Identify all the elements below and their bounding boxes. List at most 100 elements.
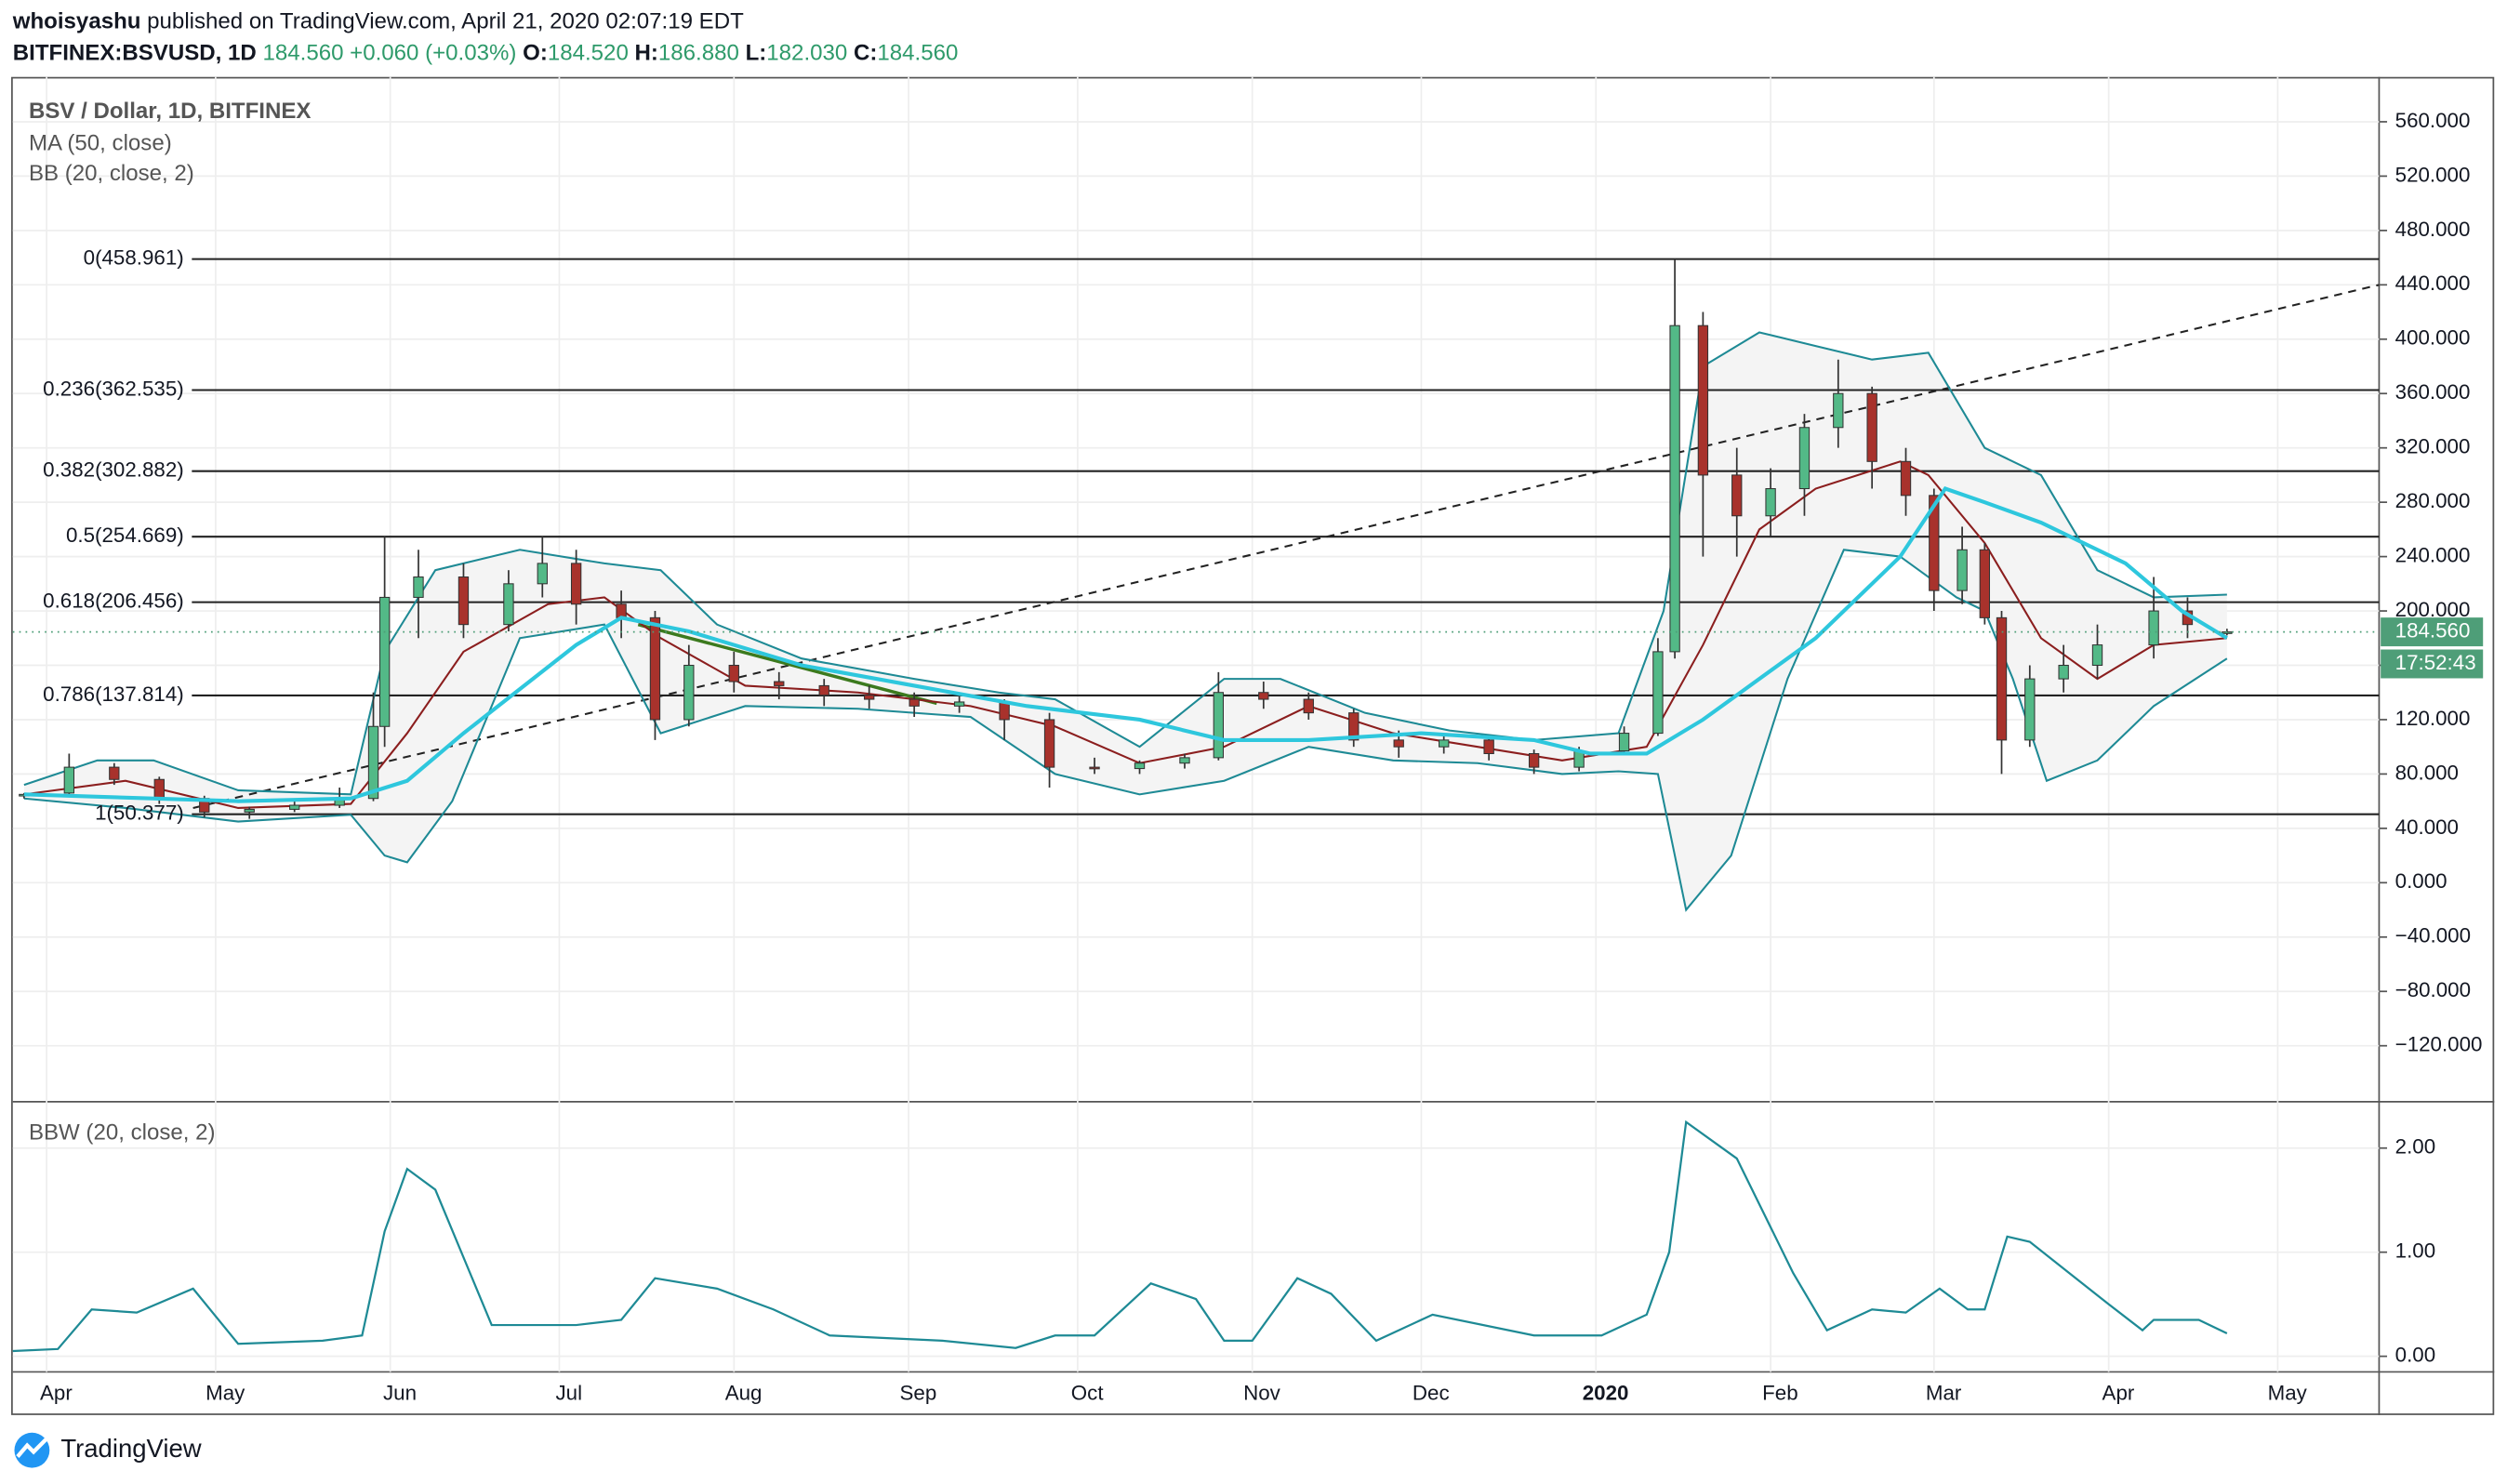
candle-body [1134, 762, 1146, 770]
candle-body [458, 576, 470, 626]
candle-body [864, 695, 875, 700]
candle-body [1669, 325, 1680, 653]
x-tick-label: May [206, 1381, 245, 1404]
candle-body [649, 616, 661, 721]
legend-bbw: BBW (20, close, 2) [29, 1120, 216, 1146]
published: published on TradingView.com, April 21, … [147, 9, 744, 34]
candle-body [367, 725, 379, 800]
y-tick-label: −40.000 [2395, 924, 2471, 947]
fib-label: 0(458.961) [84, 246, 184, 270]
candle-body [1866, 392, 1877, 462]
candle-body [1652, 651, 1664, 735]
candle-body [1483, 739, 1494, 755]
y-tick-label: 120.000 [2395, 707, 2471, 730]
bbw-tick-label: 2.00 [2395, 1135, 2436, 1159]
candle-body [774, 681, 785, 686]
y-tick-label: 360.000 [2395, 380, 2471, 404]
downtrend-line [637, 623, 937, 706]
y-tick-label: 80.000 [2395, 761, 2459, 784]
h-label: H: [635, 41, 658, 66]
o-label: O: [523, 41, 548, 66]
bbw-tick-label: 1.00 [2395, 1239, 2436, 1263]
candle-body [503, 583, 514, 626]
x-tick-label: Oct [1071, 1381, 1105, 1404]
fib-label: 0.236(362.535) [43, 377, 184, 400]
candle-body [999, 701, 1010, 721]
bbw-tick-label: 0.00 [2395, 1344, 2436, 1367]
fib-label: 0.786(137.814) [43, 682, 184, 706]
x-tick-label: Jul [555, 1381, 582, 1404]
l-label: L: [746, 41, 767, 66]
candle-body [909, 698, 920, 707]
legend-bb: BB (20, close, 2) [29, 161, 194, 186]
x-tick-label: 2020 [1583, 1381, 1629, 1404]
candle-body [953, 701, 965, 707]
x-tick-label: Feb [1762, 1381, 1798, 1404]
candle-body [109, 766, 120, 780]
legend-ma: MA (50, close) [29, 130, 172, 155]
candle-body [1833, 392, 1844, 429]
candle-body [683, 664, 695, 721]
c-label: C: [854, 41, 877, 66]
candle-body [1618, 733, 1630, 752]
bb-upper [23, 331, 2227, 796]
y-tick-label: −80.000 [2395, 978, 2471, 1001]
footer: TradingView [14, 1432, 202, 1468]
price-label: 184.560 [2395, 619, 2471, 643]
y-tick-label: 40.000 [2395, 815, 2459, 839]
publish-line: whoisyashu published on TradingView.com,… [12, 9, 744, 34]
symbol: BITFINEX:BSVUSD, 1D [13, 41, 257, 66]
x-tick-label: Apr [2102, 1381, 2135, 1404]
y-tick-label: 480.000 [2395, 218, 2471, 241]
y-tick-label: 200.000 [2395, 598, 2471, 621]
y-tick-label: 280.000 [2395, 489, 2471, 512]
candle-body [1979, 549, 1991, 618]
candle-body [1798, 427, 1811, 490]
candle-body [1528, 752, 1540, 768]
candle-body [1765, 488, 1776, 517]
y-tick-label: 520.000 [2395, 163, 2471, 186]
timer-label: 17:52:43 [2395, 651, 2476, 674]
c: 184.560 [877, 41, 958, 66]
candle-body [1996, 616, 2008, 741]
quote-line: BITFINEX:BSVUSD, 1D 184.560 +0.060 (+0.0… [13, 41, 959, 66]
candle-body [1900, 460, 1912, 497]
x-tick-label: Dec [1413, 1381, 1450, 1404]
candle-body [244, 808, 255, 813]
candle-body [1348, 712, 1360, 741]
candle-body [1393, 739, 1404, 748]
x-tick-label: Jun [383, 1381, 417, 1404]
y-tick-label: 0.000 [2395, 869, 2447, 893]
y-tick-label: 560.000 [2395, 109, 2471, 132]
x-tick-label: Aug [725, 1381, 763, 1404]
last: 184.560 [262, 41, 343, 66]
candle-body [570, 563, 582, 605]
candle-body [2148, 610, 2159, 646]
brand: TradingView [60, 1434, 201, 1463]
bb-fill [23, 332, 2227, 910]
author: whoisyashu [12, 9, 141, 34]
y-tick-label: 240.000 [2395, 544, 2471, 567]
grid [12, 76, 2380, 1372]
candle-body [2058, 664, 2069, 680]
fib-label: 0.382(302.882) [43, 458, 184, 482]
fib-label: 1(50.377) [95, 802, 184, 825]
bbw-line [12, 1120, 2228, 1353]
candle-body [1439, 739, 1450, 748]
candle-body [289, 804, 300, 810]
candle-body [616, 603, 627, 618]
candle-body [153, 778, 165, 800]
logo-mark [16, 1438, 48, 1458]
bb-basis [23, 460, 2227, 809]
l: 182.030 [766, 41, 847, 66]
x-tick-label: Nov [1243, 1381, 1281, 1404]
candle-body [1929, 495, 1940, 591]
candle-body [1089, 766, 1100, 770]
h: 186.880 [658, 41, 739, 66]
chart-title: BSV / Dollar, 1D, BITFINEX [29, 99, 312, 124]
x-tick-label: Sep [900, 1381, 937, 1404]
change: +0.060 (+0.03%) [350, 41, 516, 66]
fib-label: 0.5(254.669) [66, 523, 184, 547]
